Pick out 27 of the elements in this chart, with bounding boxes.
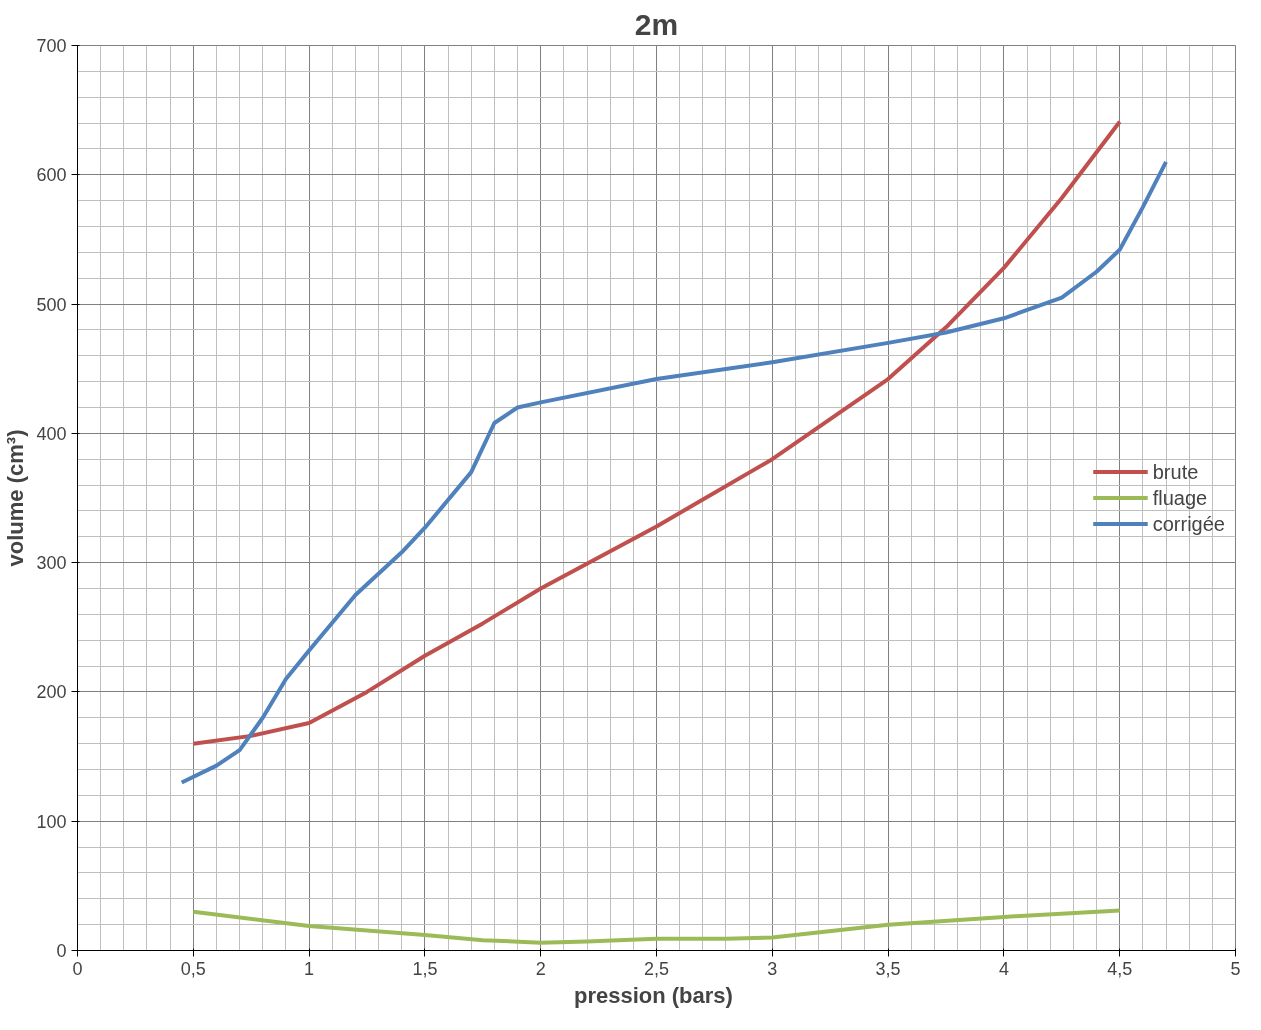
legend-label: fluage bbox=[1152, 486, 1208, 509]
x-tick-label: 1 bbox=[304, 958, 315, 979]
line-series bbox=[191, 908, 1122, 945]
x-axis-title: pression (bars) bbox=[573, 982, 733, 1008]
y-tick-label: 300 bbox=[36, 553, 67, 574]
y-axis-title: volume (cm³) bbox=[3, 429, 29, 567]
y-tick-label: 500 bbox=[36, 294, 67, 315]
x-tick-label: 4 bbox=[998, 958, 1009, 979]
x-tick-label: 0,5 bbox=[180, 958, 206, 979]
x-tick-label: 3 bbox=[767, 958, 778, 979]
y-tick-label: 400 bbox=[36, 423, 67, 444]
x-tick-label: 2,5 bbox=[643, 958, 670, 979]
legend-label: brute bbox=[1152, 460, 1199, 483]
y-tick-label: 200 bbox=[36, 682, 67, 703]
y-tick-label: 0 bbox=[56, 941, 67, 961]
x-tick-label: 2 bbox=[535, 958, 546, 979]
x-tick-label: 3,5 bbox=[875, 958, 901, 979]
y-tick-label: 700 bbox=[36, 36, 67, 56]
x-tick-label: 0 bbox=[72, 958, 83, 979]
y-tick-label: 100 bbox=[36, 811, 67, 832]
line-series bbox=[191, 119, 1122, 746]
x-tick-label: 5 bbox=[1230, 958, 1241, 979]
x-tick-label: 1,5 bbox=[412, 958, 438, 979]
x-tick-label: 4,5 bbox=[1107, 958, 1133, 979]
chart-title: 2m bbox=[634, 7, 679, 41]
legend-label: corrigée bbox=[1152, 512, 1225, 535]
y-tick-label: 600 bbox=[36, 165, 67, 186]
